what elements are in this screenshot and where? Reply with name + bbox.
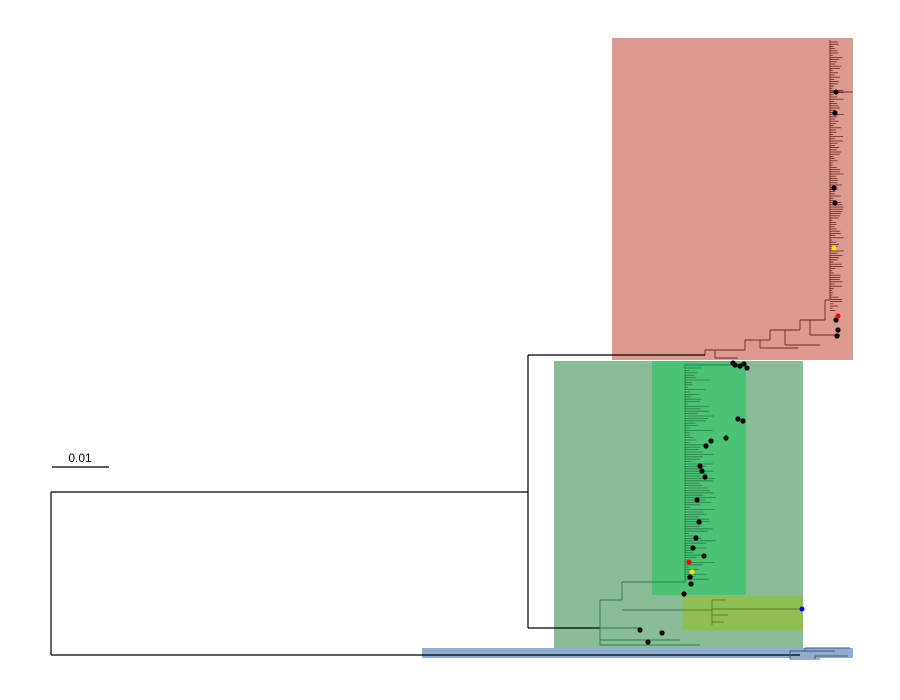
tip-marker-yellow-upper bbox=[831, 245, 837, 251]
clade-highlights bbox=[422, 38, 853, 658]
tip-marker-black bbox=[737, 363, 743, 369]
tip-marker-black bbox=[702, 474, 708, 480]
tip-marker-black bbox=[730, 360, 736, 366]
clade-highlight-blue bbox=[422, 648, 853, 658]
tip-marker-black bbox=[637, 627, 643, 633]
tip-marker-blue bbox=[799, 606, 805, 612]
tip-marker-red-upper bbox=[835, 313, 841, 319]
tip-marker-black bbox=[659, 630, 665, 636]
tip-marker-black bbox=[687, 574, 693, 580]
tip-markers-black bbox=[637, 89, 841, 645]
tip-marker-black bbox=[723, 435, 729, 441]
tip-marker-black bbox=[832, 110, 838, 116]
clade-highlight-lightgreen bbox=[683, 596, 803, 630]
tip-marker-black bbox=[694, 497, 700, 503]
tip-marker-black bbox=[834, 333, 840, 339]
tip-marker-black bbox=[740, 418, 746, 424]
tip-marker-black bbox=[832, 200, 838, 206]
blue-clade-branches bbox=[789, 647, 850, 660]
tip-marker-red-lower bbox=[686, 559, 692, 565]
tip-marker-black bbox=[833, 89, 839, 95]
scale-bar-label: 0.01 bbox=[68, 451, 92, 465]
tip-marker-black bbox=[681, 591, 687, 597]
tip-marker-black bbox=[699, 468, 705, 474]
tip-marker-black bbox=[831, 185, 837, 191]
lightgreen-clade-branches bbox=[683, 599, 801, 625]
tree-backbone bbox=[50, 354, 800, 656]
tip-marker-black bbox=[693, 535, 699, 541]
tip-marker-black bbox=[741, 361, 747, 367]
tip-marker-black bbox=[708, 438, 714, 444]
tip-marker-black bbox=[696, 519, 702, 525]
clade-highlight-red bbox=[612, 38, 853, 360]
tip-marker-black bbox=[697, 463, 703, 469]
tip-marker-black bbox=[835, 327, 841, 333]
tip-marker-black bbox=[833, 317, 839, 323]
tip-marker-black bbox=[688, 581, 694, 587]
tip-marker-black bbox=[703, 443, 709, 449]
tip-marker-yellow-lower bbox=[689, 569, 695, 575]
tip-marker-black bbox=[744, 365, 750, 371]
tip-marker-black bbox=[735, 416, 741, 422]
tip-marker-black bbox=[701, 553, 707, 559]
tip-marker-black bbox=[690, 545, 696, 551]
tip-marker-black bbox=[645, 639, 651, 645]
scale-bar: 0.01 bbox=[52, 451, 109, 468]
red-clade-tips bbox=[830, 41, 844, 311]
